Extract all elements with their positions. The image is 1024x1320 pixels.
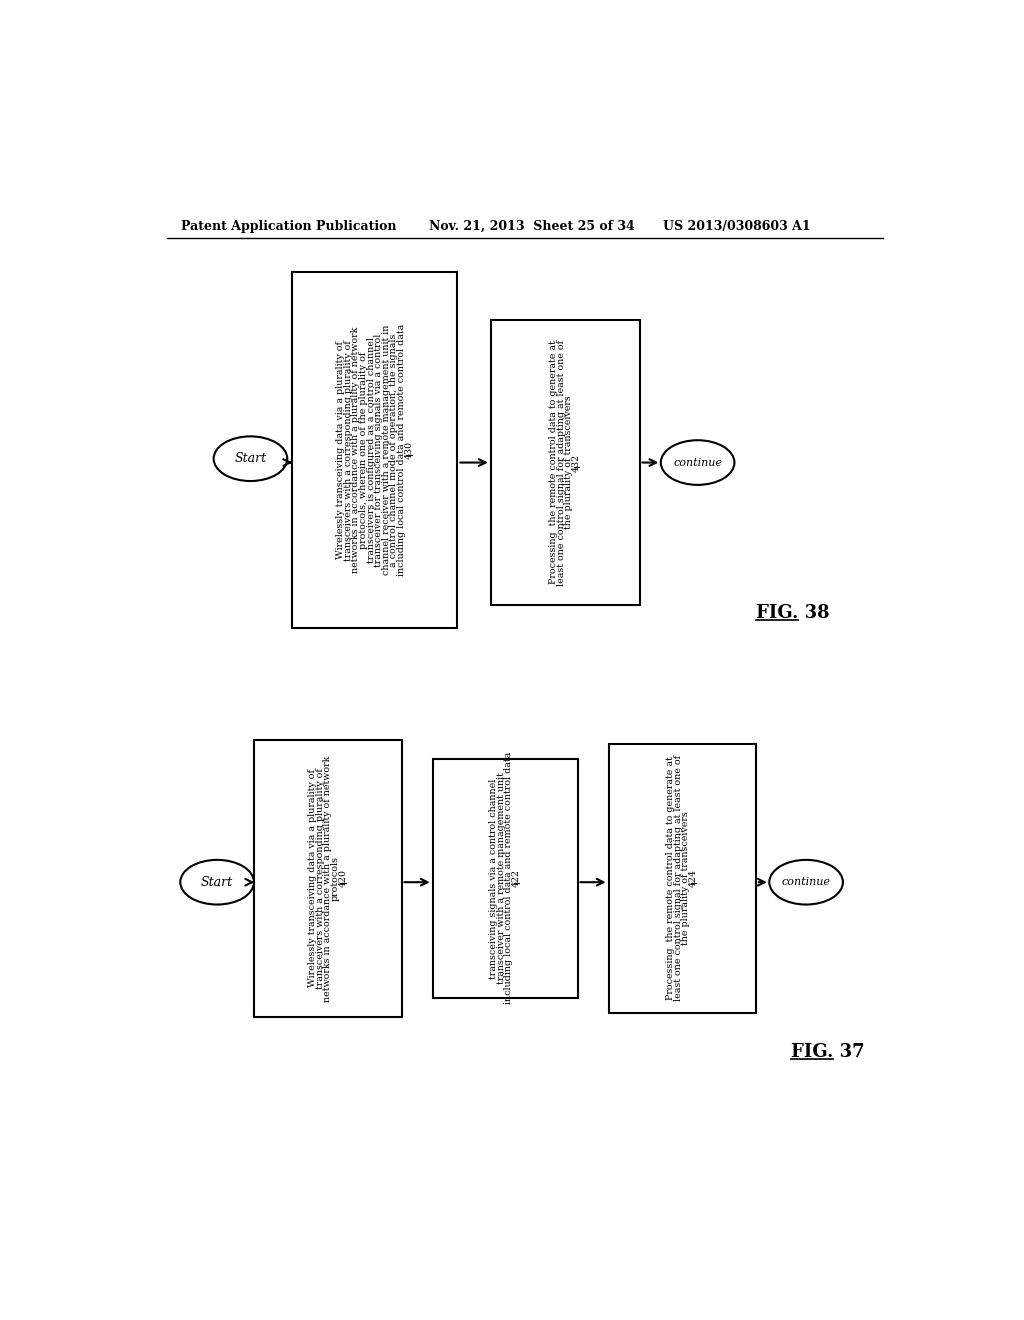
Text: the plurality of transceivers: the plurality of transceivers [564, 396, 573, 529]
Text: transceivers with a corresponding plurality of: transceivers with a corresponding plural… [344, 339, 352, 561]
Text: protocols, wherein one of the plurality of: protocols, wherein one of the plurality … [358, 351, 368, 549]
Text: Processing  the remote control data to generate at: Processing the remote control data to ge… [549, 341, 558, 585]
Ellipse shape [214, 437, 288, 480]
Text: Wirelessly transceiving data via a plurality of: Wirelessly transceiving data via a plura… [336, 342, 345, 560]
Text: continue: continue [781, 878, 830, 887]
Text: FIG. 38: FIG. 38 [756, 603, 829, 622]
FancyBboxPatch shape [608, 743, 756, 1014]
Ellipse shape [769, 859, 843, 904]
Text: networks in accordance with a plurality of network: networks in accordance with a plurality … [351, 327, 360, 573]
Text: US 2013/0308603 A1: US 2013/0308603 A1 [663, 219, 810, 232]
Text: 422: 422 [512, 870, 521, 887]
Text: 430: 430 [404, 441, 414, 459]
FancyBboxPatch shape [292, 272, 458, 628]
Text: Start: Start [201, 875, 233, 888]
Text: transceivers with a corresponding plurality of: transceivers with a corresponding plural… [315, 768, 325, 989]
FancyBboxPatch shape [432, 759, 578, 998]
Ellipse shape [660, 441, 734, 484]
Ellipse shape [180, 859, 254, 904]
Text: Start: Start [234, 453, 266, 465]
Text: Patent Application Publication: Patent Application Publication [180, 219, 396, 232]
Text: including local control data and remote control data: including local control data and remote … [397, 325, 407, 577]
Text: Processing  the remote control data to generate at: Processing the remote control data to ge… [667, 756, 675, 1001]
Text: transceiver for transceiving signals via a control: transceiver for transceiving signals via… [374, 334, 383, 566]
Text: Wirelessly transceiving data via a plurality of: Wirelessly transceiving data via a plura… [308, 770, 317, 987]
FancyBboxPatch shape [490, 321, 640, 605]
Text: least one control signal for adapting at least one of: least one control signal for adapting at… [674, 755, 683, 1002]
Text: 424: 424 [689, 870, 698, 887]
Text: FIG. 37: FIG. 37 [791, 1043, 864, 1060]
Text: including local control data and remote control data: including local control data and remote … [505, 752, 513, 1005]
Text: a control channel mode of operation, the signals: a control channel mode of operation, the… [389, 334, 398, 566]
Text: least one control signal for adapting at least one of: least one control signal for adapting at… [557, 339, 566, 586]
Text: transceiving signals via a control channel: transceiving signals via a control chann… [489, 779, 498, 978]
FancyBboxPatch shape [254, 739, 401, 1016]
Text: networks in accordance with a plurality of network: networks in accordance with a plurality … [324, 755, 333, 1002]
Text: 420: 420 [339, 870, 348, 887]
Text: transceiver with a remote management unit: transceiver with a remote management uni… [497, 772, 506, 985]
Text: the plurality of transceivers: the plurality of transceivers [681, 812, 690, 945]
Text: continue: continue [673, 458, 722, 467]
Text: transceivers is configured as a control channel: transceivers is configured as a control … [367, 337, 376, 564]
Text: channel receiver with a remote management unit in: channel receiver with a remote managemen… [382, 325, 391, 576]
Text: protocols: protocols [331, 855, 340, 900]
Text: Nov. 21, 2013  Sheet 25 of 34: Nov. 21, 2013 Sheet 25 of 34 [429, 219, 635, 232]
Text: 432: 432 [572, 454, 581, 471]
